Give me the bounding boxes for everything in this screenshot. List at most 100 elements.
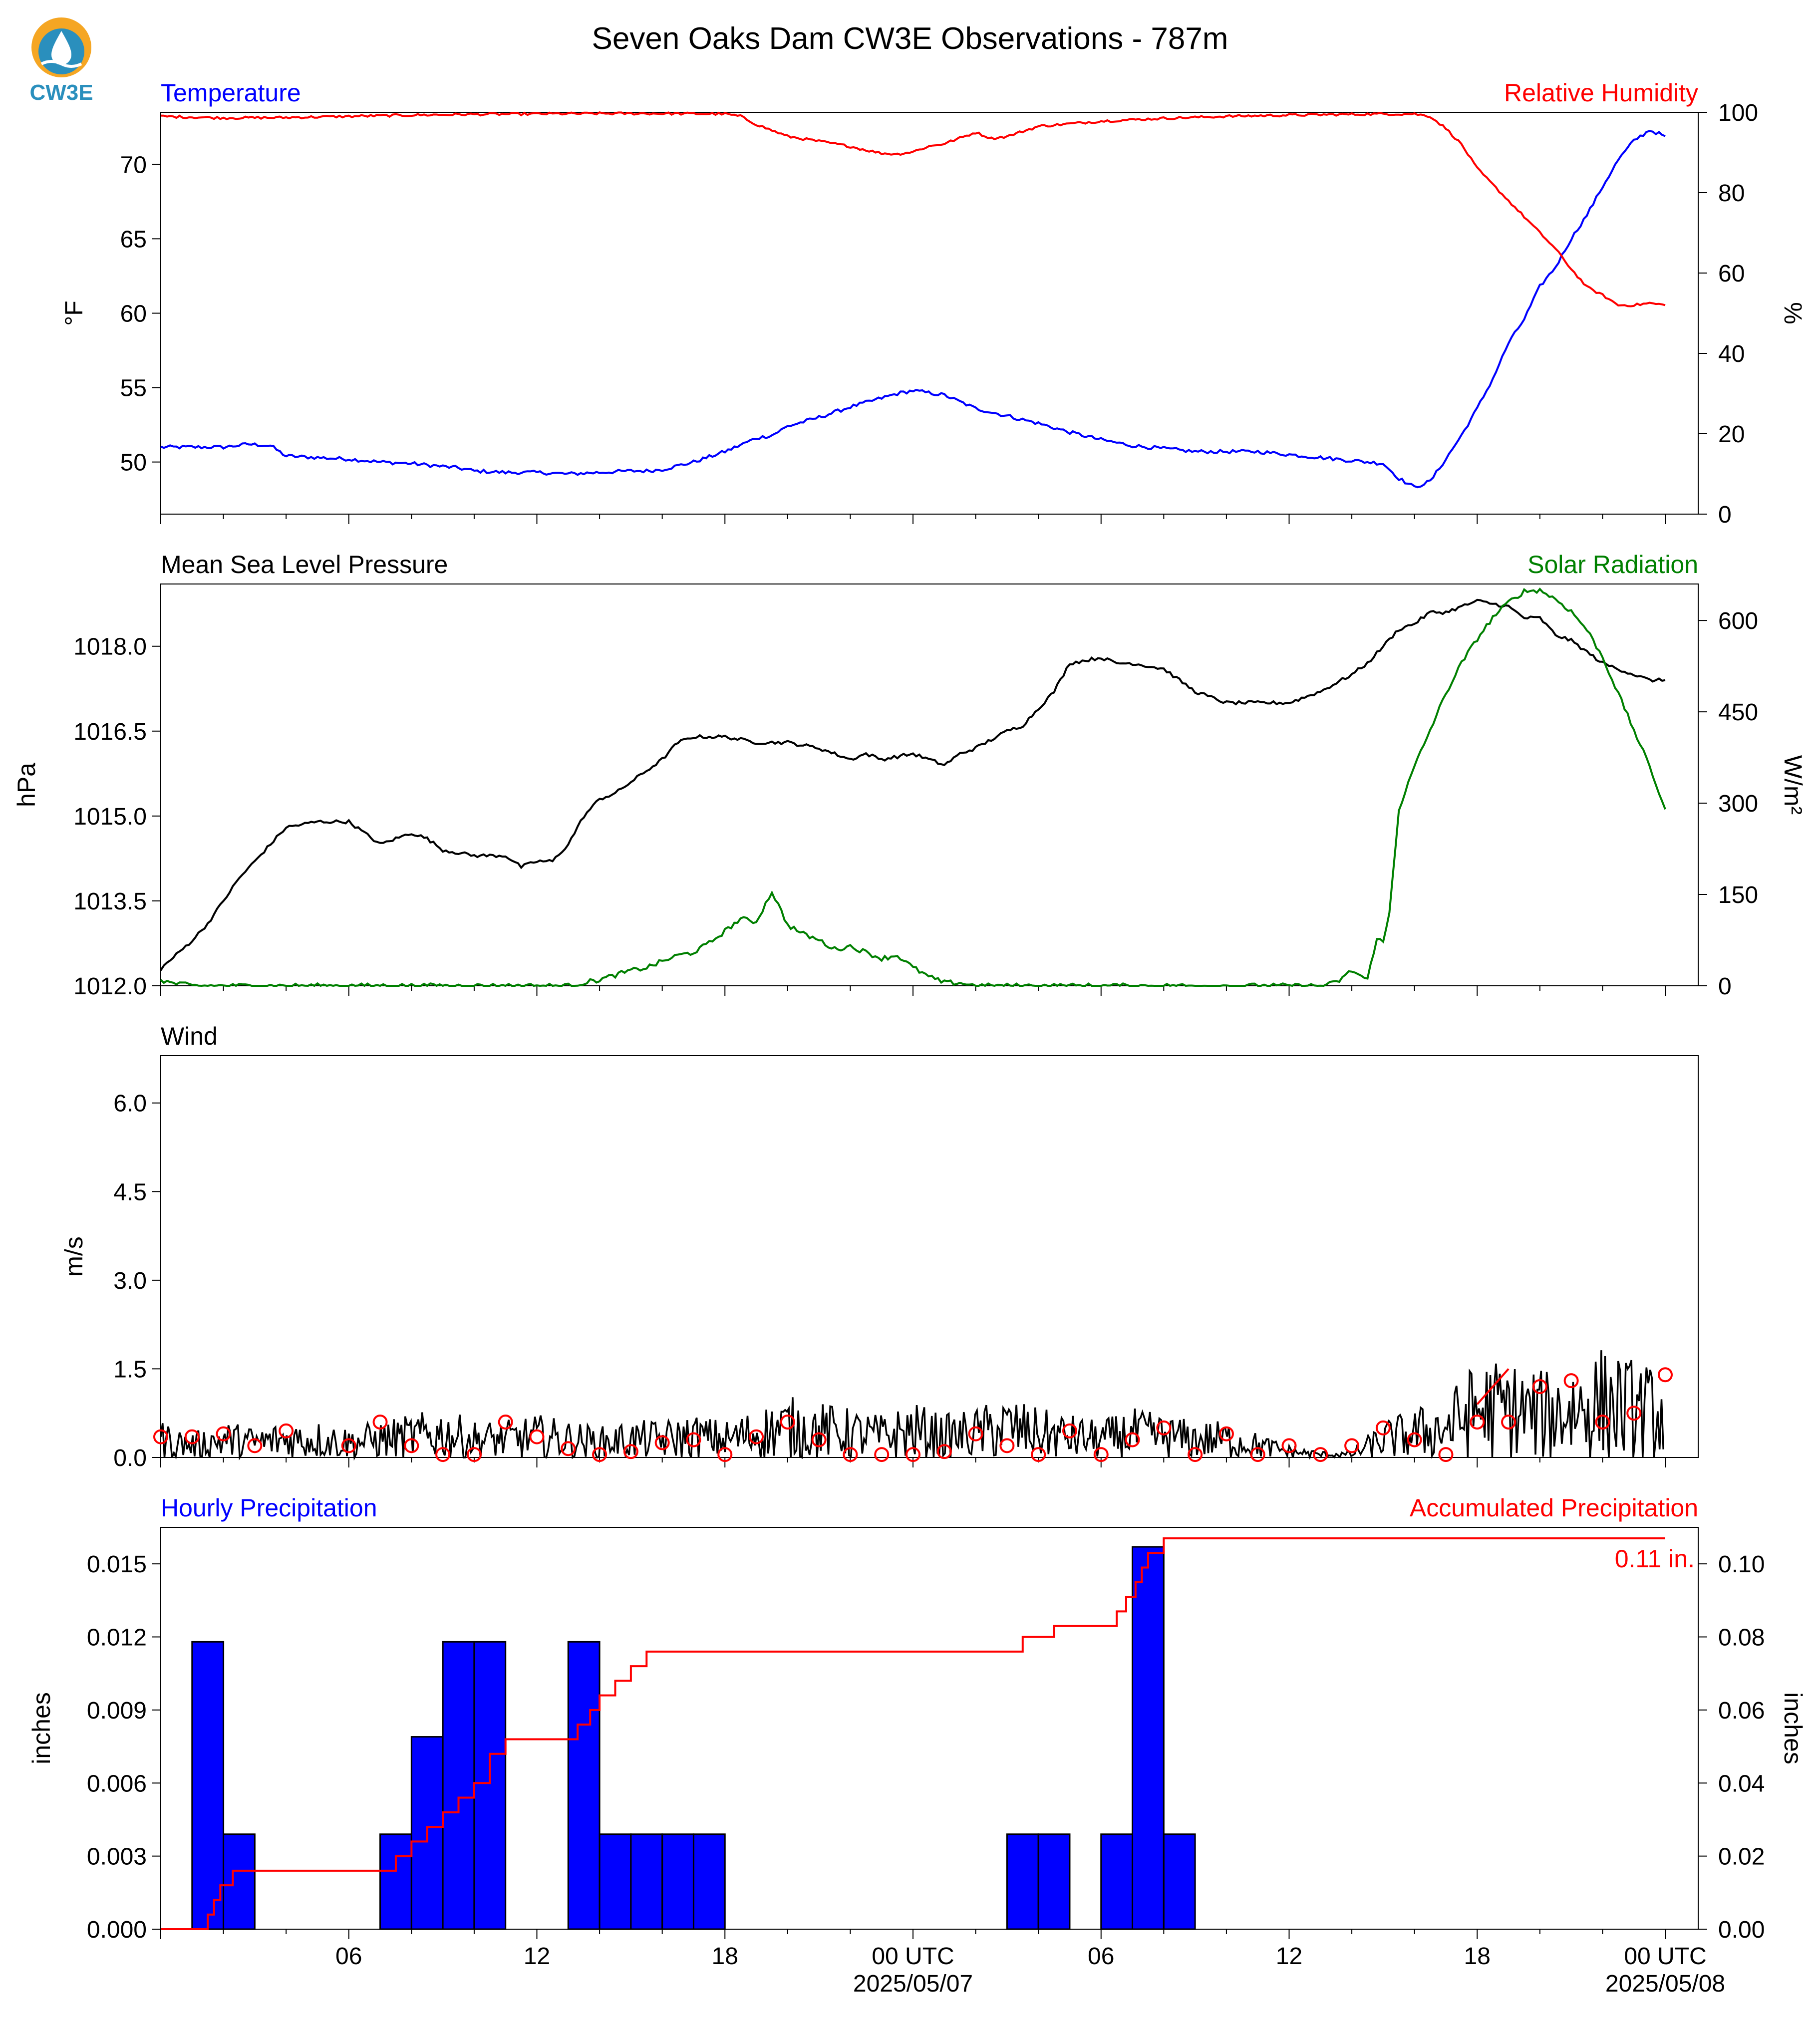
accumulated-precip-line: [161, 1537, 1665, 1930]
y-tick-label-left: 0.009: [87, 1698, 147, 1724]
y-tick-label-right: 100: [1718, 100, 1758, 126]
panel-title-left: Wind: [161, 1022, 218, 1050]
y-tick-label-right: 450: [1718, 699, 1758, 726]
wind-gust-marker: [1658, 1367, 1673, 1383]
y-tick-label-left: 1012.0: [73, 973, 147, 1000]
x-tick-label: 12: [1276, 1943, 1302, 1970]
y-tick-label-right: 0: [1718, 973, 1732, 1000]
wind-gust-marker: [999, 1438, 1015, 1453]
wind-gust-marker: [1438, 1447, 1454, 1462]
wind-gust-marker: [1218, 1426, 1234, 1442]
wind-gust-marker: [1031, 1447, 1046, 1462]
hourly-precip-bar: [442, 1641, 475, 1930]
panel-frame: [160, 1055, 1699, 1458]
y-tick-label-right: 0.08: [1718, 1625, 1765, 1651]
x-tick-label: 00 UTC: [872, 1943, 954, 1970]
y-axis-label-left: °F: [60, 300, 88, 326]
y-tick-label-left: 3.0: [113, 1268, 147, 1294]
panel-title-left: Hourly Precipitation: [161, 1494, 377, 1522]
panel-temperature-humidity: Temperature Relative Humidity 50 55 60 65 70 °F…: [60, 79, 1807, 528]
hourly-precip-bar: [379, 1833, 412, 1930]
wind-gust-marker: [1532, 1379, 1547, 1394]
x-tick-label: 18: [1464, 1943, 1491, 1970]
wind-gust-marker: [1188, 1447, 1203, 1462]
wind-gust-marker: [686, 1432, 701, 1448]
panel-title-right: Accumulated Precipitation: [1410, 1494, 1698, 1522]
panel-frame: [160, 583, 1699, 986]
y-tick-label-left: 65: [120, 226, 147, 253]
y-tick-label-left: 55: [120, 375, 147, 402]
wind-gust-marker: [153, 1429, 168, 1445]
x-date-label: 2025/05/08: [1605, 1971, 1725, 1997]
panel-frame: [160, 1527, 1699, 1930]
panel-precipitation: Hourly Precipitation Accumulated Precipit…: [27, 1494, 1807, 1997]
y-tick-label-left: 0.0: [113, 1445, 147, 1471]
hourly-precip-bar: [1006, 1833, 1039, 1930]
y-tick-label-left: 1016.5: [73, 719, 147, 745]
wind-gust-marker: [843, 1447, 858, 1462]
wind-gust-marker: [1250, 1447, 1265, 1462]
panel-wind: Wind 0.0 1.5 3.0 4.5 6.0 m/s: [60, 1022, 1699, 1471]
y-tick-label-right: 0.10: [1718, 1551, 1765, 1578]
y-tick-label-right: 60: [1718, 261, 1745, 287]
mean-sea-level-pressure-line: [160, 598, 1666, 971]
wind-gust-marker: [247, 1438, 263, 1453]
wind-gust-marker: [279, 1423, 294, 1439]
y-tick-label-left: 1013.5: [73, 888, 147, 915]
x-tick-label: 12: [524, 1943, 550, 1970]
hourly-precip-bar: [692, 1833, 726, 1930]
wind-gust-marker: [1281, 1438, 1297, 1453]
hourly-precip-bar: [473, 1641, 507, 1930]
panel-title-right: Relative Humidity: [1504, 79, 1698, 107]
y-axis-label-right: %: [1779, 302, 1807, 324]
figure-title: Seven Oaks Dam CW3E Observations - 787m: [592, 21, 1228, 56]
y-tick-label-right: 300: [1718, 791, 1758, 817]
wind-gust-marker: [623, 1444, 638, 1459]
wind-gust-marker: [1093, 1447, 1109, 1462]
panel-title-left: Mean Sea Level Pressure: [161, 551, 448, 579]
y-axis-label-right: inches: [1779, 1692, 1807, 1764]
hourly-precip-bar: [1132, 1546, 1165, 1930]
wind-gust-marker: [529, 1429, 545, 1445]
wind-gust-marker: [1125, 1432, 1140, 1448]
x-tick-label: 06: [1088, 1943, 1114, 1970]
wind-gust-marker: [1501, 1414, 1517, 1430]
panel-title-right: Solar Radiation: [1527, 551, 1698, 579]
y-tick-label-right: 80: [1718, 180, 1745, 207]
wind-gust-marker: [749, 1429, 764, 1445]
panel-pressure-solar: Mean Sea Level Pressure Solar Radiation 10…: [12, 551, 1807, 1000]
hourly-precip-bar: [567, 1641, 601, 1930]
y-tick-label-left: 4.5: [113, 1179, 147, 1205]
wind-gust-marker: [498, 1414, 513, 1430]
wind-speed-line: [160, 1350, 1664, 1461]
x-date-label: 2025/05/07: [853, 1971, 973, 1997]
y-tick-label-right: 150: [1718, 882, 1758, 908]
y-tick-label-left: 50: [120, 450, 147, 476]
y-tick-label-right: 40: [1718, 341, 1745, 367]
panel-title-left: Temperature: [161, 79, 301, 107]
hourly-precip-bar: [1037, 1833, 1071, 1930]
hourly-precip-bar: [1100, 1833, 1134, 1930]
wind-gust-marker: [874, 1447, 890, 1462]
y-tick-label-right: 0: [1718, 502, 1732, 528]
y-tick-label-left: 60: [120, 301, 147, 327]
wind-gust-marker: [906, 1447, 920, 1462]
y-tick-label-right: 0.04: [1718, 1770, 1765, 1797]
wind-gust-marker: [404, 1438, 419, 1453]
y-tick-label-right: 0.00: [1718, 1917, 1765, 1943]
wind-gust-marker: [1563, 1373, 1579, 1389]
chart-panels: Temperature Relative Humidity 50 55 60 65 70 °F…: [12, 79, 1807, 1997]
wind-gust-marker: [1626, 1406, 1642, 1421]
temperature-line: [160, 130, 1666, 489]
hourly-precip-bar: [661, 1833, 694, 1930]
solar-radiation-line: [160, 587, 1666, 987]
wind-gust-marker: [717, 1447, 733, 1462]
wind-gust-marker: [435, 1447, 451, 1462]
wind-gust-marker: [1375, 1420, 1391, 1436]
wind-gust-marker: [1407, 1432, 1422, 1448]
hourly-precip-bar: [1163, 1833, 1196, 1930]
wind-gust-marker: [592, 1447, 607, 1462]
wind-gust-marker: [936, 1444, 952, 1459]
y-axis-label-left: inches: [27, 1692, 55, 1764]
